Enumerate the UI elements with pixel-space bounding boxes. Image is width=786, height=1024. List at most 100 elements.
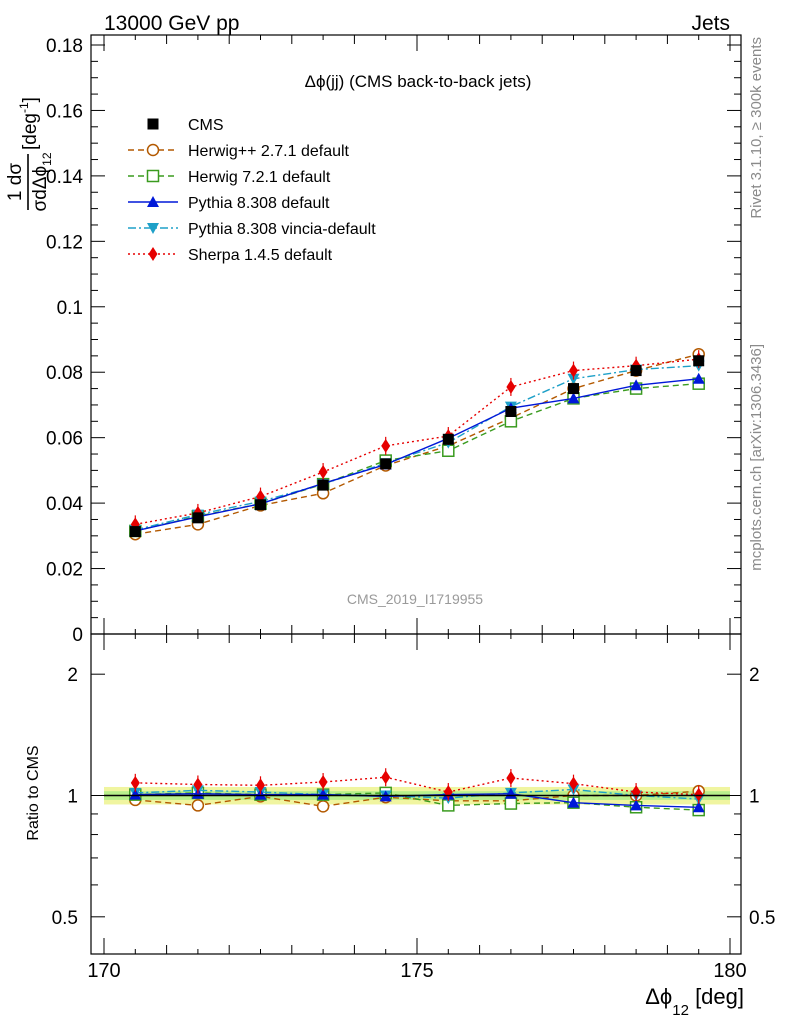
sherpa-point — [381, 770, 391, 785]
legend-entry-vincia: Pythia 8.308 vincia-default — [128, 221, 376, 238]
main-ytick-label: 0 — [72, 625, 83, 646]
rivet-label: Rivet 3.1.10, ≥ 300k events — [748, 37, 765, 219]
cms-data-point — [693, 355, 705, 367]
ylabel-numerator: 1 dσ — [5, 163, 26, 201]
main-ytick-label: 0.14 — [46, 167, 83, 188]
main-ytick-label: 0.06 — [46, 429, 83, 450]
cms-data-point — [317, 479, 329, 491]
axes-frame: 0 0.02 0.04 0.06 0.08 0.1 0.12 0.14 0.16 0.18 170 1… — [46, 34, 775, 982]
mcplots-label: mcplots.cern.ch [arXiv:1306.3436] — [748, 344, 765, 571]
legend-marker — [147, 118, 159, 130]
xtick-label: 175 — [400, 960, 433, 982]
sherpa-point — [506, 379, 516, 394]
sherpa-point — [506, 771, 516, 786]
main-ytick-label: 0.18 — [46, 36, 83, 57]
sherpa-point — [569, 363, 578, 378]
pythia-point — [317, 788, 330, 800]
ylabel-unit-sup: -1 — [17, 102, 31, 113]
legend: CMS Herwig++ 2.7.1 default Herwig 7.2.1 de… — [128, 117, 376, 264]
main-ytick-label: 0.16 — [46, 101, 83, 122]
pythia-point — [129, 788, 142, 800]
pythia-point — [567, 392, 580, 404]
legend-label: Sherpa 1.4.5 default — [188, 247, 333, 264]
legend-marker — [146, 169, 160, 183]
legend-entry-cms: CMS — [147, 117, 224, 134]
herwig7-point — [504, 797, 518, 810]
main-ytick-label: 0.04 — [46, 494, 83, 515]
ylabel-unit-end: ] — [20, 97, 41, 102]
cms-data-point — [630, 365, 642, 377]
legend-label: Herwig 7.2.1 default — [188, 169, 331, 186]
plot-title: Δϕ(jj) (CMS back-to-back jets) — [305, 72, 532, 91]
sherpa-point — [318, 465, 328, 480]
series-cms — [129, 355, 705, 538]
cms-data-point — [192, 512, 204, 524]
cms-data-point — [380, 458, 392, 470]
sherpa-point — [694, 787, 704, 802]
pythia-point — [567, 796, 580, 808]
herwig7-line — [135, 382, 699, 532]
text-layer: 13000 GeV pp Jets Δϕ(jj) (CMS back-to-ba… — [5, 12, 765, 1019]
watermark: CMS_2019_I1719955 — [347, 591, 483, 607]
ylabel-denominator: σdΔϕ — [30, 166, 51, 212]
cms-data-point — [442, 433, 454, 445]
main-ytick-label: 0.12 — [46, 232, 83, 253]
main-ytick-label: 0.1 — [57, 298, 83, 319]
legend-entry-herwig7: Herwig 7.2.1 default — [128, 169, 331, 186]
legend-marker — [147, 196, 159, 207]
legend-marker — [147, 223, 159, 234]
ylabel-denominator-sub: 12 — [40, 152, 54, 166]
series-layer — [104, 347, 730, 817]
herwigpp-point — [191, 799, 205, 812]
main-ytick-label: 0.02 — [46, 560, 83, 581]
legend-label: CMS — [188, 117, 224, 134]
ratio-ytick-label-right: 0.5 — [749, 908, 775, 929]
cms-data-point — [255, 499, 266, 511]
main-ylabel: 1 dσ σdΔϕ12 [deg-1] — [5, 97, 54, 211]
xlabel-sub: 12 — [672, 1002, 689, 1019]
legend-label: Herwig++ 2.7.1 default — [188, 143, 350, 160]
sherpa-point — [381, 438, 391, 453]
sherpa-point — [193, 777, 203, 792]
xlabel-unit: [deg] — [689, 984, 744, 1009]
pythia-point — [630, 379, 643, 391]
series-vincia — [129, 360, 705, 536]
sherpa-line — [135, 358, 699, 526]
ratio-series-sherpa — [130, 768, 704, 804]
svg-text:σdΔϕ12: σdΔϕ12 — [30, 152, 54, 211]
svg-text:[deg-1]: [deg-1] — [17, 97, 41, 150]
xtick-label: 170 — [87, 960, 120, 982]
ratio-ytick-label: 0.5 — [52, 908, 78, 929]
legend-entry-herwigpp: Herwig++ 2.7.1 default — [128, 143, 350, 160]
x-axis-label: Δϕ12 [deg] — [645, 984, 744, 1019]
xtick-label: 180 — [713, 960, 746, 982]
cms-data-point — [129, 526, 141, 538]
herwigpp-point — [316, 800, 330, 813]
cms-data-point — [505, 405, 517, 417]
sherpa-point — [318, 775, 328, 790]
legend-marker — [148, 247, 158, 261]
ratio-ytick-label-right: 1 — [749, 787, 760, 808]
ratio-frame — [90, 633, 742, 955]
pythia-point — [692, 801, 705, 813]
legend-label: Pythia 8.308 vincia-default — [188, 221, 376, 238]
pythia-point — [630, 799, 643, 811]
ratio-ytick-label: 2 — [67, 665, 78, 686]
sherpa-point — [569, 776, 578, 791]
xlabel-main: Δϕ — [645, 984, 672, 1009]
series-sherpa — [130, 350, 704, 534]
legend-label: Pythia 8.308 default — [188, 195, 330, 212]
vincia-line — [135, 788, 699, 800]
ylabel-unit: [deg — [20, 113, 41, 150]
ratio-ytick-label: 1 — [67, 787, 78, 808]
sherpa-point — [256, 778, 265, 793]
ratio-ylabel: Ratio to CMS — [25, 745, 42, 840]
header-right: Jets — [691, 12, 730, 35]
sherpa-point — [130, 775, 140, 790]
legend-marker — [146, 143, 160, 157]
pythia-line — [135, 378, 699, 532]
pythia-point — [692, 372, 705, 384]
main-ytick-label: 0.08 — [46, 363, 83, 384]
herwig7-point — [504, 415, 518, 428]
